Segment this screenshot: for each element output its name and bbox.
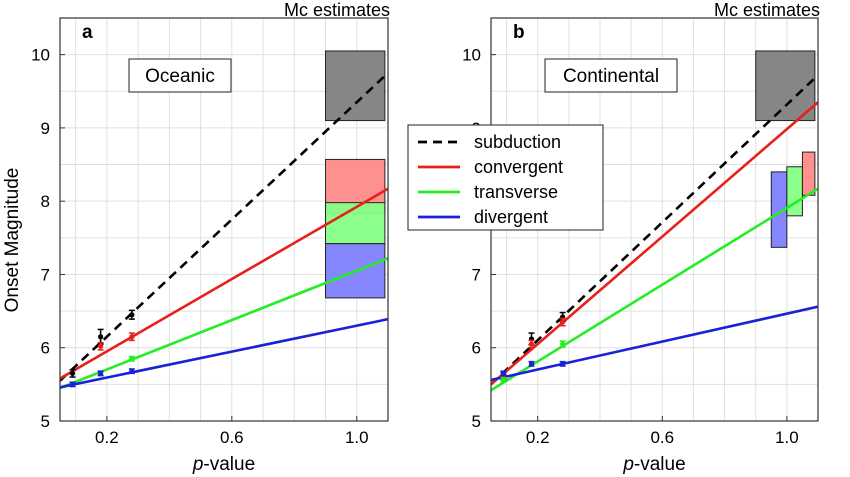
fit-line-subduction <box>491 74 818 386</box>
mc-box-convergent <box>801 151 816 196</box>
data-point-convergent <box>528 341 535 347</box>
fit-lines <box>491 74 818 392</box>
legend-label-transverse: transverse <box>474 182 558 202</box>
x-tick-label: 0.2 <box>526 428 550 447</box>
data-point-divergent <box>129 368 135 374</box>
data-point-subduction <box>98 334 104 340</box>
plot-frame <box>59 17 389 422</box>
panel-a: 5 6 7 8 9 10 0.2 0.6 1.0 p-value a Mc estimates Ocea… <box>31 0 390 475</box>
data-point-divergent <box>500 370 507 376</box>
fit-line-divergent <box>60 317 388 389</box>
y-tick-label: 6 <box>472 339 481 358</box>
data-point-transverse <box>129 356 135 362</box>
data-point-divergent <box>69 381 76 387</box>
fit-line-convergent <box>60 187 388 380</box>
panel-letter: a <box>82 22 93 43</box>
legend-label-subduction: subduction <box>474 132 561 152</box>
data-point-divergent <box>528 361 535 367</box>
legend: subduction convergent transverse divergent <box>407 124 604 231</box>
y-tick-label: 10 <box>31 46 50 65</box>
fit-line-transverse <box>60 257 388 390</box>
region-label: Continental <box>563 66 659 87</box>
region-label-box <box>544 58 678 93</box>
y-tick-label: 5 <box>41 412 50 431</box>
y-tick-label: 7 <box>41 265 50 284</box>
y-tick-label: 8 <box>41 192 50 211</box>
data-point-subduction <box>69 370 76 376</box>
data-point-transverse <box>500 377 507 383</box>
data-point-divergent <box>98 370 104 376</box>
mc-box-subduction <box>325 50 386 122</box>
region-label: Oceanic <box>145 66 215 87</box>
data-point-convergent <box>98 343 104 349</box>
legend-label-divergent: divergent <box>474 207 548 227</box>
fit-lines <box>60 72 388 390</box>
mc-estimates-title: Mc estimates <box>284 0 390 20</box>
fit-line-transverse <box>491 187 818 392</box>
legend-label-convergent: convergent <box>474 157 563 177</box>
x-tick-label: 1.0 <box>345 428 369 447</box>
fit-line-divergent <box>491 305 818 382</box>
x-axis-label-italic: p <box>192 454 204 475</box>
y-tick-label: 5 <box>472 412 481 431</box>
x-tick-label: 0.6 <box>220 428 244 447</box>
x-axis-label: p-value <box>622 454 685 475</box>
data-point-convergent <box>560 319 566 325</box>
y-tick-label: 6 <box>41 339 50 358</box>
region-label-box <box>128 58 232 93</box>
data-point-convergent <box>129 334 135 340</box>
data-point-divergent <box>560 361 566 367</box>
data-point-transverse <box>560 341 566 347</box>
x-tick-label: 1.0 <box>775 428 799 447</box>
x-tick-label: 0.2 <box>95 428 119 447</box>
panel-letter: b <box>513 22 525 43</box>
y-tick-label: 10 <box>462 46 481 65</box>
y-tick-label: 9 <box>41 119 50 138</box>
fit-line-convergent <box>491 101 818 386</box>
mc-estimates-title: Mc estimates <box>714 0 820 20</box>
x-axis-label-italic: p <box>622 454 634 475</box>
x-axis-label-rest: -value <box>203 454 255 475</box>
y-axis-label: Onset Magnitude <box>2 168 23 313</box>
mc-box-subduction <box>755 50 816 122</box>
y-tick-label: 7 <box>472 265 481 284</box>
x-axis-label: p-value <box>192 454 255 475</box>
x-tick-label: 0.6 <box>650 428 674 447</box>
x-axis-label-rest: -value <box>634 454 686 475</box>
data-point-subduction <box>129 312 135 318</box>
mc-box-transverse <box>786 166 803 217</box>
